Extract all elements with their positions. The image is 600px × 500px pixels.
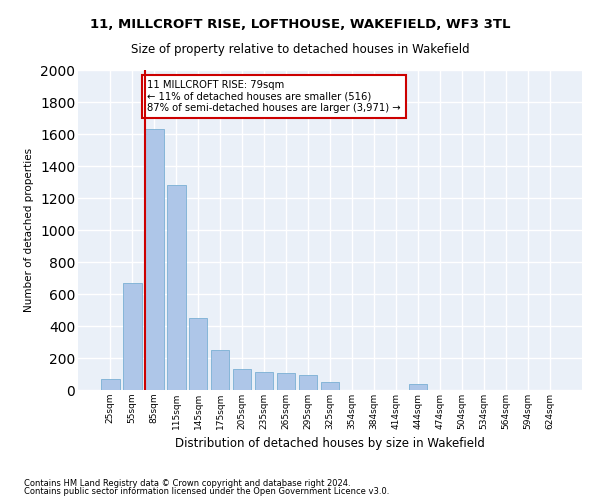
Text: 11, MILLCROFT RISE, LOFTHOUSE, WAKEFIELD, WF3 3TL: 11, MILLCROFT RISE, LOFTHOUSE, WAKEFIELD… — [90, 18, 510, 30]
Bar — [255, 372, 274, 390]
X-axis label: Distribution of detached houses by size in Wakefield: Distribution of detached houses by size … — [175, 438, 485, 450]
Bar — [211, 350, 229, 390]
Bar — [189, 318, 208, 390]
Bar — [167, 185, 185, 390]
Bar — [145, 129, 164, 390]
Bar — [320, 382, 340, 390]
Y-axis label: Number of detached properties: Number of detached properties — [25, 148, 34, 312]
Bar — [277, 373, 295, 390]
Bar — [101, 379, 119, 390]
Text: 11 MILLCROFT RISE: 79sqm
← 11% of detached houses are smaller (516)
87% of semi-: 11 MILLCROFT RISE: 79sqm ← 11% of detach… — [147, 80, 401, 113]
Text: Size of property relative to detached houses in Wakefield: Size of property relative to detached ho… — [131, 42, 469, 56]
Bar — [409, 384, 427, 390]
Bar — [123, 283, 142, 390]
Text: Contains public sector information licensed under the Open Government Licence v3: Contains public sector information licen… — [24, 487, 389, 496]
Text: Contains HM Land Registry data © Crown copyright and database right 2024.: Contains HM Land Registry data © Crown c… — [24, 478, 350, 488]
Bar — [233, 369, 251, 390]
Bar — [299, 375, 317, 390]
